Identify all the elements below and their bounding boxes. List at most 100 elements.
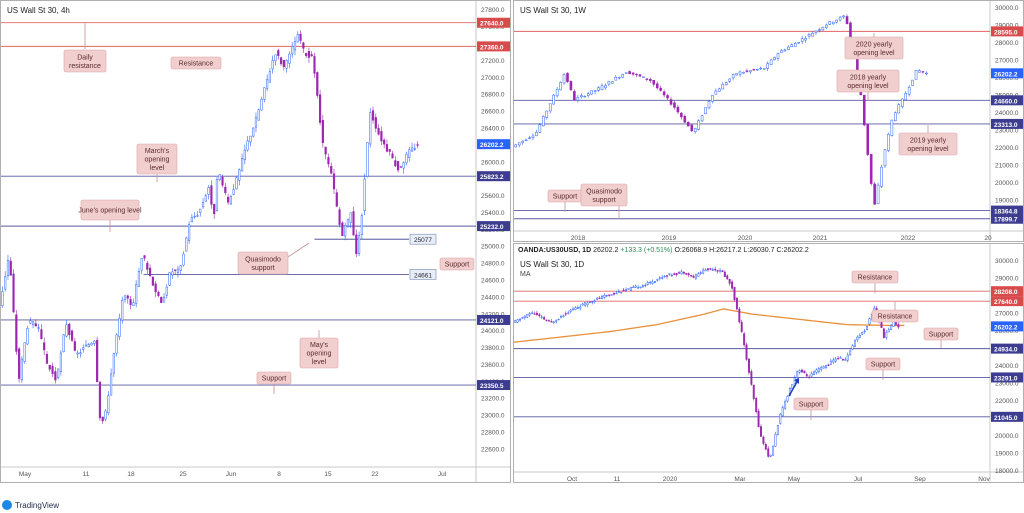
candle-body (246, 140, 249, 151)
chart-4h[interactable]: 22600.022800.023000.023200.023400.023600… (1, 1, 511, 483)
candle-body (137, 270, 141, 287)
candle-body (538, 124, 542, 133)
candle-body (726, 275, 729, 280)
candle-body (745, 344, 748, 360)
ma-legend: MA (520, 271, 531, 278)
candle-body (20, 358, 23, 381)
candle-body (135, 284, 138, 304)
candle-body (733, 287, 736, 301)
y-tick-label: 22000.0 (995, 145, 1019, 152)
candle-body (157, 291, 160, 296)
candle-body (519, 319, 521, 321)
candle-body (625, 289, 628, 291)
candle-body (335, 192, 338, 207)
x-tick-label: Jul (438, 471, 447, 478)
callout-label: opening (145, 157, 170, 164)
callout-label: Resistance (878, 314, 913, 321)
candle-body (559, 82, 562, 91)
candle-body (676, 106, 680, 113)
candle-body (728, 279, 731, 284)
candle-body (811, 33, 814, 37)
candle-body (862, 94, 866, 126)
callout-label: Resistance (858, 275, 893, 282)
price-tag (991, 26, 1023, 37)
callout-label: support (251, 265, 274, 272)
callout-label: opening level (907, 146, 949, 153)
candle-body (687, 273, 690, 275)
candle-body (813, 371, 815, 375)
candle-body (779, 413, 782, 424)
candle-body (302, 42, 305, 49)
candle-body (721, 84, 725, 90)
price-tag (477, 171, 510, 182)
candle-body (193, 215, 196, 218)
candle-body (890, 119, 894, 136)
candle-body (266, 79, 269, 89)
candle-body (883, 149, 887, 167)
candle-body (682, 271, 685, 274)
candle-body (243, 149, 246, 161)
candle-body (346, 218, 350, 227)
candle-body (252, 127, 255, 137)
candle-body (104, 410, 107, 420)
x-tick-label: 22 (371, 471, 379, 478)
candle-body (617, 76, 621, 79)
candle-body (68, 323, 71, 335)
candle-body (707, 101, 711, 109)
chart-1w[interactable]: 18000.019000.020000.021000.022000.023000… (514, 1, 1024, 242)
candle-body (584, 302, 587, 306)
candle-body (728, 78, 731, 82)
candle-body (764, 443, 767, 450)
x-tick-label: Jun (226, 471, 237, 478)
candle-body (121, 299, 124, 321)
candle-body (613, 293, 615, 295)
tradingview-brand[interactable]: TradingView (2, 498, 59, 512)
candle-body (598, 297, 601, 299)
y-tick-label: 19000.0 (995, 451, 1019, 458)
chart-title: US Wall St 30, 1D (520, 260, 585, 269)
y-tick-label: 20000.0 (995, 180, 1019, 187)
candle-body (176, 268, 180, 273)
callout-label: Support (553, 194, 578, 201)
candle-body (221, 176, 224, 186)
chart-1d[interactable]: 18000.019000.020000.021000.022000.023000… (514, 244, 1024, 483)
candle-body (897, 104, 901, 114)
candle-body (866, 123, 870, 155)
callout-label: Quasimodo (586, 188, 622, 195)
candle-body (405, 153, 408, 164)
candle-body (528, 313, 531, 316)
candle-body (752, 69, 756, 71)
candle-body (190, 217, 193, 223)
chart-title: US Wall St 30, 1W (520, 6, 586, 15)
callout-box (580, 183, 628, 207)
candle-body (132, 302, 135, 306)
candle-body (388, 149, 391, 152)
candle-body (526, 313, 529, 318)
callout-box (923, 327, 959, 341)
candle-body (569, 309, 572, 312)
candle-body (820, 367, 823, 370)
candle-body (165, 286, 168, 296)
candle-body (160, 296, 163, 303)
x-tick-label: 2020 (663, 476, 678, 483)
candle-body (545, 110, 549, 118)
candle-body (624, 72, 628, 74)
candle-body (524, 139, 528, 141)
candle-body (207, 187, 210, 195)
candle-body (863, 330, 866, 333)
candle-body (1, 291, 4, 307)
x-tick-label: 2018 (571, 235, 586, 242)
callout-box (299, 337, 339, 369)
price-tag (991, 372, 1023, 383)
candle-body (543, 317, 546, 320)
candle-body (271, 60, 274, 70)
candle-body (545, 319, 548, 321)
candle-body (179, 265, 182, 271)
candle-body (79, 352, 82, 354)
candle-body (856, 336, 859, 341)
candle-body (15, 314, 18, 352)
callout-label: level (150, 165, 165, 172)
candle-body (694, 274, 697, 279)
candle-body (391, 153, 394, 159)
candle-body (608, 294, 611, 296)
